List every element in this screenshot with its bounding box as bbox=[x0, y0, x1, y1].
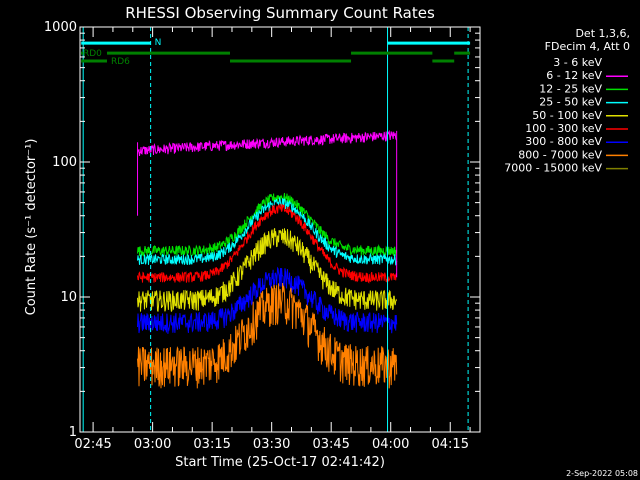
series-line-6 bbox=[137, 266, 398, 334]
legend-label-0: 3 - 6 keV bbox=[553, 56, 602, 69]
legend-header-0: Det 1,3,6, bbox=[575, 27, 630, 40]
legend-label-2: 12 - 25 keV bbox=[539, 82, 602, 95]
legend-label-7: 800 - 7000 keV bbox=[518, 148, 602, 161]
x-axis-label: Start Time (25-Oct-17 02:41:42) bbox=[175, 455, 385, 470]
plot-frame bbox=[79, 26, 481, 433]
x-tick-label-6: 04:15 bbox=[432, 437, 469, 452]
x-tick-label-2: 03:15 bbox=[193, 437, 230, 452]
legend-label-1: 6 - 12 keV bbox=[546, 69, 602, 82]
legend-label-6: 300 - 800 keV bbox=[525, 135, 602, 148]
series-line-1 bbox=[137, 129, 397, 156]
x-tick-label-0: 02:45 bbox=[74, 437, 111, 452]
chart-title: RHESSI Observing Summary Count Rates bbox=[125, 4, 435, 22]
state-bar-label-2: RD6 bbox=[111, 57, 130, 67]
x-tick-label-5: 04:00 bbox=[372, 437, 409, 452]
y-tick-label-0: 1 bbox=[69, 425, 77, 440]
state-bar-label-0: N bbox=[155, 38, 162, 48]
legend-label-4: 50 - 100 keV bbox=[532, 109, 602, 122]
x-tick-label-1: 03:00 bbox=[134, 437, 171, 452]
series-line-0 bbox=[137, 137, 398, 163]
series-line-4 bbox=[137, 228, 398, 312]
state-bar-label-1: RD0 bbox=[83, 49, 102, 59]
series-line-3 bbox=[137, 196, 398, 266]
y-axis-label: Count Rate (s⁻¹ detector⁻¹) bbox=[24, 139, 39, 316]
legend-label-3: 25 - 50 keV bbox=[539, 96, 602, 109]
x-tick-label-4: 03:45 bbox=[312, 437, 349, 452]
plot-area: N RD0 RD6 1 10 100 1000 02:45 03:00 03:15 03:30 03:… bbox=[44, 20, 481, 452]
legend-header-1: FDecim 4, Att 0 bbox=[545, 40, 630, 53]
y-tick-label-1: 10 bbox=[60, 290, 77, 305]
series-line-5 bbox=[137, 203, 397, 284]
y-tick-label-3: 1000 bbox=[44, 20, 77, 35]
legend-label-5: 100 - 300 keV bbox=[525, 122, 602, 135]
series-line-2 bbox=[137, 192, 398, 257]
y-tick-label-2: 100 bbox=[52, 155, 77, 170]
series-line-7 bbox=[137, 282, 398, 389]
x-tick-label-3: 03:30 bbox=[253, 437, 290, 452]
legend-label-8: 7000 - 15000 keV bbox=[504, 162, 602, 175]
generated-date: 2-Sep-2022 05:08 bbox=[566, 469, 638, 478]
